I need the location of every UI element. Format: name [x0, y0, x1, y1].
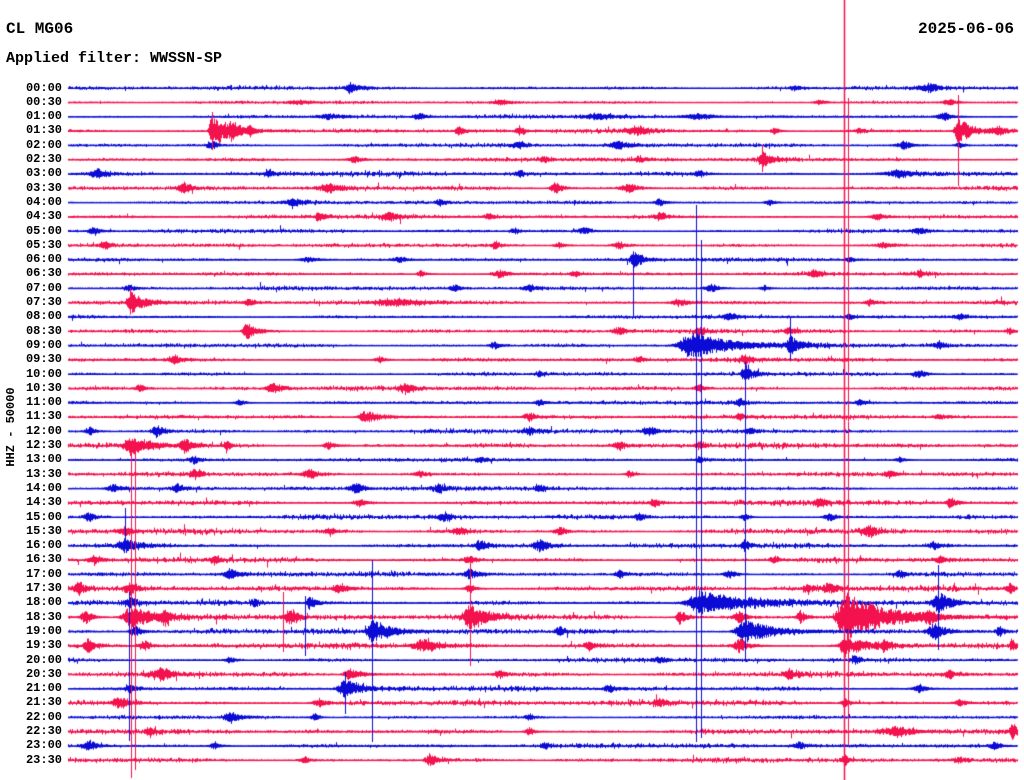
time-label: 05:00	[25, 223, 62, 238]
time-label: 04:00	[25, 194, 62, 209]
time-label: 17:30	[25, 581, 62, 595]
time-label: 03:30	[25, 180, 62, 195]
time-label: 06:00	[25, 252, 62, 267]
time-label: 21:00	[25, 681, 62, 696]
time-label: 09:00	[25, 337, 62, 352]
time-label: 23:30	[25, 752, 62, 767]
time-label: 13:30	[25, 466, 62, 481]
time-label: 23:00	[25, 738, 62, 753]
time-label: 07:00	[25, 280, 62, 295]
time-label: 14:30	[25, 495, 62, 510]
time-label: 04:30	[25, 209, 62, 224]
time-label: 10:30	[25, 380, 62, 395]
time-label: 18:00	[25, 595, 62, 610]
time-label: 16:00	[25, 538, 62, 553]
time-label: 01:30	[25, 123, 62, 138]
time-label: 20:00	[25, 652, 62, 667]
time-label: 09:30	[25, 352, 62, 367]
time-label: 17:00	[25, 566, 62, 581]
time-label: 12:00	[25, 423, 62, 438]
time-label: 00:00	[25, 80, 62, 95]
time-label: 11:30	[25, 409, 62, 424]
time-label: 15:00	[25, 509, 62, 524]
time-label: 08:30	[25, 323, 62, 338]
time-label: 07:30	[25, 295, 62, 309]
time-label: 01:00	[25, 109, 62, 124]
time-label: 00:30	[25, 94, 62, 109]
time-label: 03:00	[25, 166, 62, 181]
time-label: 16:30	[25, 552, 62, 567]
time-label: 02:30	[25, 152, 62, 166]
time-label: 14:00	[25, 480, 62, 495]
time-label: 19:00	[25, 623, 62, 638]
time-label: 18:30	[25, 609, 62, 624]
time-label: 19:30	[25, 638, 62, 653]
time-label: 22:30	[25, 724, 62, 738]
time-label: 05:30	[25, 237, 62, 252]
time-label: 12:30	[25, 438, 62, 452]
time-label: 13:00	[25, 452, 62, 467]
time-label: 20:30	[25, 666, 62, 681]
time-label: 08:00	[25, 309, 62, 324]
time-label: 06:30	[25, 266, 62, 281]
time-label: 02:00	[25, 137, 62, 152]
time-label: 10:00	[25, 366, 62, 381]
time-label: 22:00	[25, 709, 62, 724]
time-label: 15:30	[25, 523, 62, 538]
time-label: 11:00	[25, 395, 62, 410]
time-label: 21:30	[25, 695, 62, 710]
